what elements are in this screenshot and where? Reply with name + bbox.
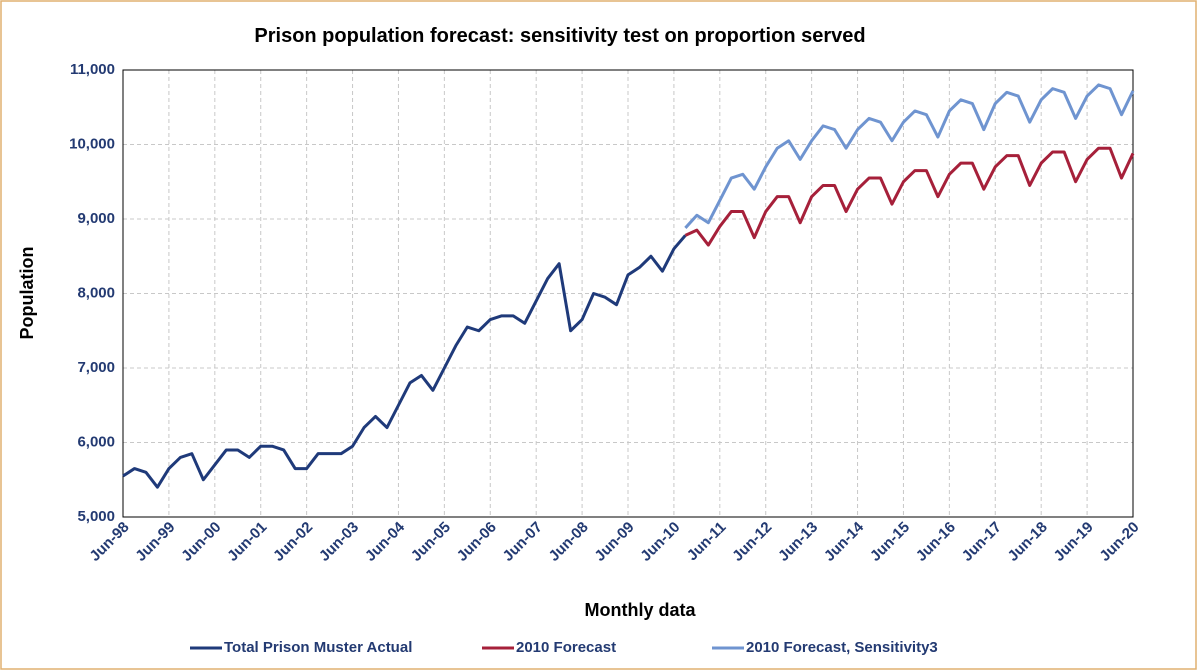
y-tick-label: 8,000 — [77, 284, 115, 301]
legend-label: 2010 Forecast, Sensitivity3 — [746, 639, 938, 656]
series-line — [684, 83, 1135, 229]
series-line — [122, 234, 687, 489]
y-tick-label: 6,000 — [77, 433, 115, 450]
y-axis-title: Population — [17, 247, 37, 340]
plot-frame — [122, 69, 1134, 518]
legend-label: 2010 Forecast — [516, 639, 616, 656]
y-tick-label: 5,000 — [77, 508, 115, 525]
y-tick-label: 11,000 — [70, 61, 115, 78]
y-tick-label: 10,000 — [69, 135, 115, 152]
series-line — [684, 146, 1135, 247]
x-axis-title: Monthly data — [585, 600, 697, 620]
legend-label: Total Prison Muster Actual — [224, 639, 412, 656]
y-tick-label: 9,000 — [77, 210, 115, 227]
chart-title: Prison population forecast: sensitivity … — [254, 25, 865, 47]
y-tick-label: 7,000 — [77, 359, 115, 376]
